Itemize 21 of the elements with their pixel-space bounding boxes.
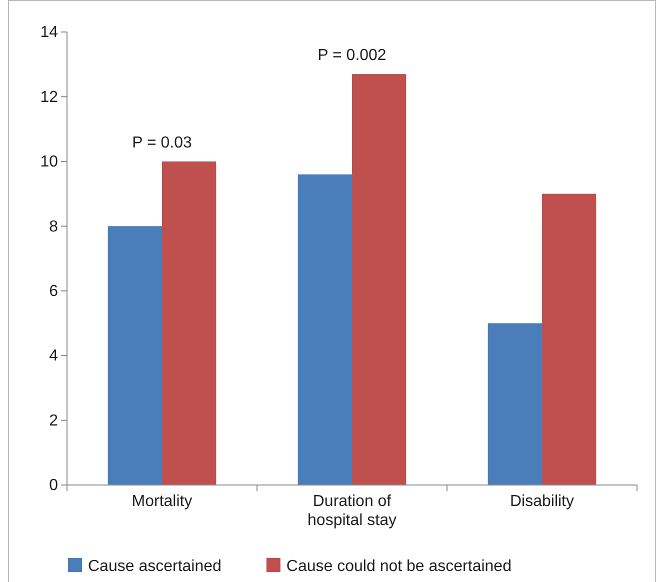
y-tick-label: 10 <box>40 154 58 171</box>
bar <box>488 323 542 485</box>
y-tick-label: 0 <box>49 477 58 494</box>
y-tick-label: 8 <box>49 218 58 236</box>
y-tick-label: 12 <box>40 88 58 106</box>
x-tick-label: Disability <box>510 493 574 510</box>
bar <box>542 194 596 485</box>
x-tick-label: Duration of hospital stay <box>308 493 396 529</box>
bar <box>162 161 216 485</box>
bar <box>298 174 352 485</box>
annotation: P = 0.03 <box>132 134 192 152</box>
annotation: P = 0.002 <box>318 47 386 64</box>
legend-label: Cause ascertained <box>88 558 222 575</box>
x-tick-label: Mortality <box>132 493 192 510</box>
y-tick-label: 14 <box>40 24 58 42</box>
y-tick-label: 6 <box>49 282 58 300</box>
bar <box>108 226 162 485</box>
legend-label: Cause could not be ascertained <box>286 558 512 575</box>
y-tick-label: 2 <box>49 412 58 430</box>
y-tick-label: 4 <box>49 348 58 365</box>
bar <box>352 74 406 485</box>
